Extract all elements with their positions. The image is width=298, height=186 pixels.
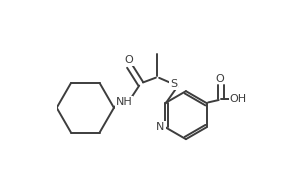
Text: NH: NH [116, 97, 132, 107]
Text: O: O [216, 74, 225, 84]
Text: OH: OH [229, 94, 247, 104]
Text: S: S [170, 79, 178, 89]
Text: O: O [124, 55, 133, 65]
Text: N: N [156, 122, 165, 132]
